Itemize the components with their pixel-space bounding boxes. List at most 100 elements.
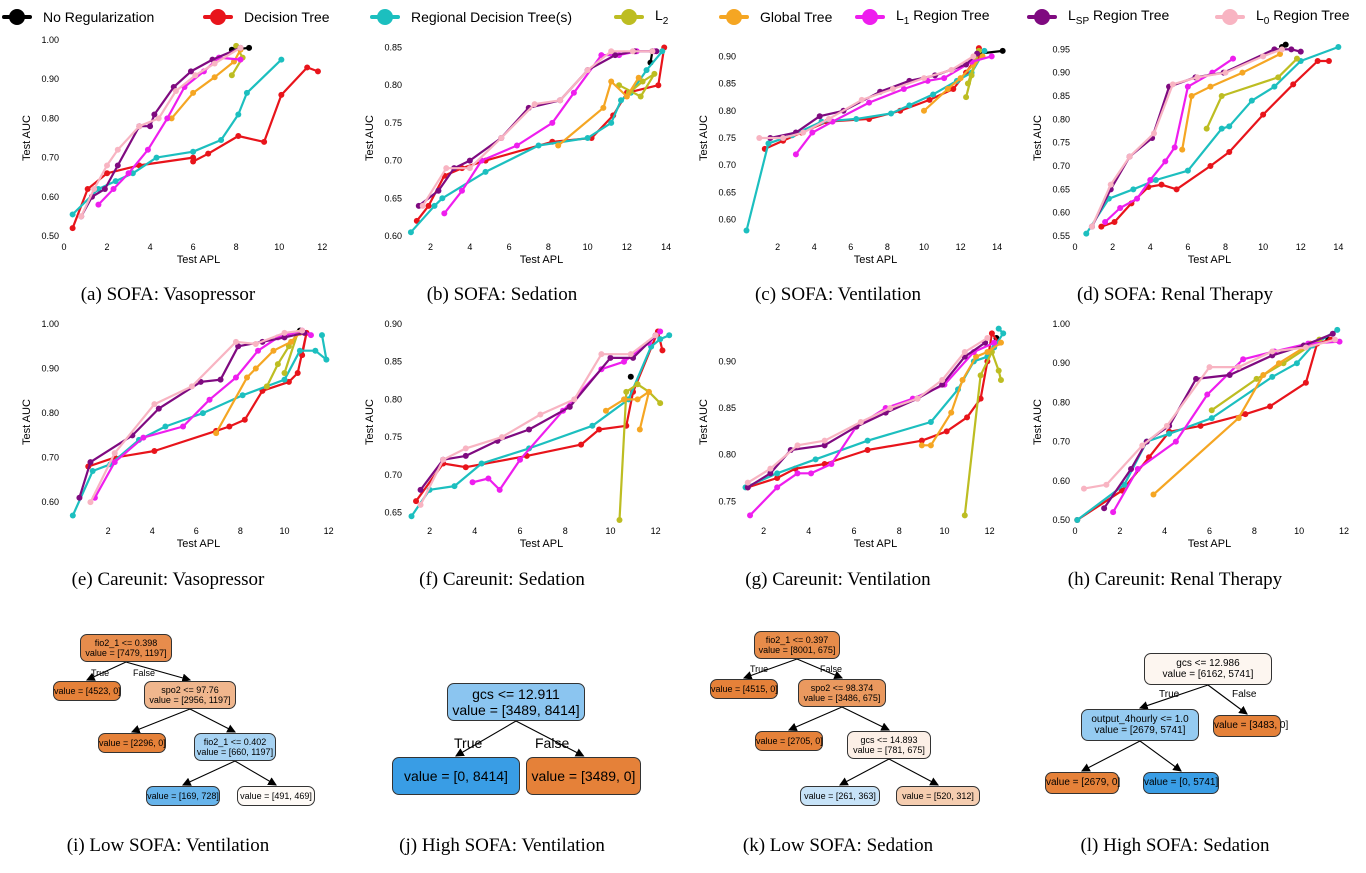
data-point (498, 135, 505, 141)
tree-node-text: value = [2705, 0] (756, 735, 823, 746)
tree-node-text: value = [491, 469] (240, 790, 312, 801)
x-tick-label: 12 (1339, 526, 1349, 536)
data-point (213, 430, 220, 437)
tree-leaf-node: value = [520, 312] (896, 786, 980, 806)
data-point (87, 459, 94, 466)
data-point (323, 356, 330, 363)
tree-node-text: value = [0, 5741] (1144, 777, 1219, 789)
data-point (1111, 219, 1118, 225)
tree-edge-label: True (91, 668, 110, 678)
series-line (618, 383, 662, 522)
data-point (114, 146, 121, 153)
data-point (235, 343, 242, 350)
y-tick-label: 1.00 (41, 35, 59, 45)
data-point (535, 142, 542, 149)
data-point (144, 146, 151, 153)
tree-leaf-node: value = [3489, 0] (526, 757, 641, 795)
data-point (1240, 356, 1247, 363)
data-point (1208, 415, 1215, 422)
data-point (91, 185, 98, 192)
x-tick-label: 12 (324, 526, 334, 536)
data-point (281, 334, 288, 341)
legend-item-no-regularization: No Regularization (0, 7, 154, 27)
data-point (825, 115, 832, 122)
data-point (973, 353, 980, 360)
chart-f: 0.65 0.70 0.75 0.80 0.85 0.90 2 4 6 8 10 12 Test APL… (349, 318, 684, 558)
legend-item-lsp-region-tree: LSP Region Tree (1025, 7, 1169, 27)
series-l1-region-tree (747, 339, 998, 519)
y-tick-label: 0.85 (718, 403, 736, 413)
series-global-tree (555, 74, 642, 149)
data-point (435, 187, 442, 194)
data-point (1293, 55, 1300, 62)
series-l2 (616, 70, 658, 100)
legend-swatch (0, 7, 34, 27)
y-tick-label: 0.90 (41, 364, 59, 374)
series-line (758, 55, 975, 140)
data-point (627, 351, 634, 358)
data-point (1248, 97, 1255, 104)
data-point (458, 187, 465, 194)
data-point (939, 377, 946, 383)
data-point (995, 325, 1002, 332)
legend: No Regularization Decision Tree Regional D… (0, 0, 1366, 34)
data-point (1000, 330, 1007, 337)
y-tick-label: 0.60 (384, 231, 402, 241)
data-point (900, 86, 907, 92)
data-point (1134, 466, 1141, 473)
data-point (589, 422, 596, 429)
data-point (69, 225, 76, 232)
legend-item-l0-region-tree: L0 Region Tree (1213, 7, 1350, 27)
y-tick-label: 0.75 (384, 432, 402, 442)
data-point (1179, 146, 1186, 153)
data-point (205, 150, 212, 157)
tree-node-text: value = [2679, 0] (1046, 777, 1121, 789)
tree-edge-label: True (1159, 689, 1180, 700)
data-point (1207, 163, 1214, 169)
series-l1-region-tree (95, 54, 244, 208)
y-tick-label: 0.75 (718, 496, 736, 506)
tree-edge (796, 658, 844, 680)
tree-split-node: gcs <= 12.986 value = [6162, 5741] (1144, 653, 1272, 685)
data-point (930, 91, 937, 98)
data-point (889, 86, 896, 92)
legend-label: L1 Region Tree (896, 7, 990, 27)
tree-k: fio2_1 <= 0.397 value = [8001, 675] value … (683, 620, 1018, 820)
data-point (566, 403, 573, 410)
series-line (746, 341, 987, 489)
tree-leaf-node: value = [0, 8414] (392, 757, 520, 795)
tree-edge-label: False (1232, 689, 1257, 700)
data-point (1150, 491, 1157, 498)
chart-c: 0.60 0.65 0.70 0.75 0.80 0.85 0.90 2 4 6 8 10 12 14 Te… (683, 34, 1018, 274)
series-line (89, 329, 304, 504)
y-tick-label: 0.80 (384, 80, 402, 90)
data-point (1147, 177, 1154, 183)
x-tick-label: 4 (812, 242, 817, 252)
x-tick-label: 12 (956, 242, 966, 252)
data-point (627, 373, 634, 380)
data-point (1074, 517, 1081, 523)
chart-svg: 0.60 0.65 0.70 0.75 0.80 0.85 0.90 2 4 6 8 10 12 14 Te… (698, 45, 1006, 266)
chart-svg: 0.50 0.60 0.70 0.80 0.90 1.00 0 2 4 6 8 10 12 Test AP… (21, 35, 327, 266)
data-point (866, 99, 873, 106)
tree-leaf-node: value = [3483, 0] (1213, 715, 1288, 737)
x-tick-label: 4 (472, 526, 477, 536)
data-point (809, 129, 816, 136)
data-point (578, 441, 585, 448)
series-l0-region-tree (87, 327, 306, 506)
data-point (941, 75, 948, 82)
data-point (629, 48, 636, 55)
x-axis-label: Test APL (854, 254, 897, 266)
series-l0-region-tree (744, 335, 991, 486)
data-point (1107, 181, 1114, 188)
data-point (774, 475, 781, 481)
tree-node-text: value = [7479, 1197] (85, 648, 167, 658)
chart-g: 0.75 0.80 0.85 0.90 2 4 6 8 10 12 Test APL Test AUC (683, 318, 1018, 558)
data-point (278, 91, 285, 98)
data-point (657, 328, 664, 335)
data-point (425, 202, 432, 209)
data-point (995, 367, 1002, 374)
y-tick-label: 0.80 (41, 113, 59, 123)
data-point (747, 512, 754, 519)
tree-i: fio2_1 <= 0.398 value = [7479, 1197] value… (0, 620, 335, 820)
